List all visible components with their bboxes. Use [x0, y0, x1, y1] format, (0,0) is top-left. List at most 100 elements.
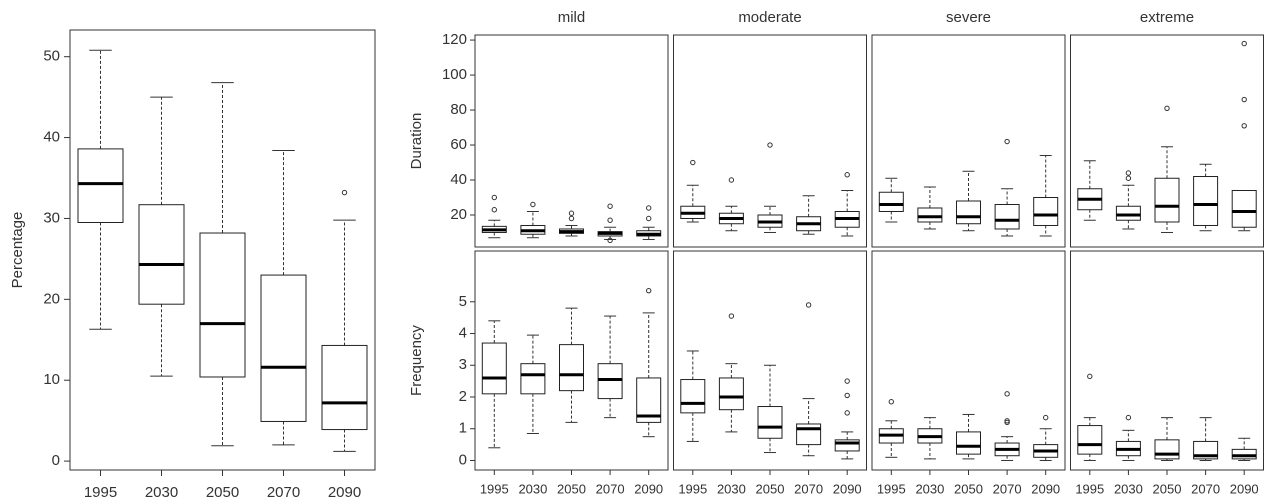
outlier: [844, 410, 850, 416]
box: [520, 363, 546, 395]
column-title: severe: [946, 9, 991, 26]
y-tick-label: 40: [450, 171, 467, 188]
outlier: [491, 194, 497, 201]
y-tick-label: 120: [442, 31, 467, 48]
x-tick-label: 2070: [794, 481, 823, 496]
outlier: [1004, 391, 1010, 397]
column-title: moderate: [738, 9, 801, 26]
outlier: [491, 207, 497, 213]
outlier: [568, 215, 575, 222]
box: [718, 377, 744, 411]
y-tick-label: 3: [459, 356, 467, 373]
outlier: [844, 378, 850, 384]
y-tick-label: 1: [459, 420, 467, 437]
box: [1193, 176, 1219, 226]
box: [1231, 190, 1257, 228]
x-tick-label: 1995: [1075, 481, 1104, 496]
outlier: [1241, 96, 1247, 103]
panel-frame: [673, 34, 867, 248]
outlier: [690, 159, 696, 166]
y-tick-label: 0: [52, 452, 60, 469]
box: [481, 342, 507, 395]
box: [559, 344, 584, 392]
y-tick-label: 5: [459, 293, 467, 310]
x-tick-label: 2030: [915, 481, 944, 496]
outlier: [888, 399, 894, 405]
y-tick-label: 60: [450, 136, 467, 153]
outlier: [844, 392, 850, 399]
outlier: [728, 177, 735, 183]
x-tick-label: 1995: [678, 481, 707, 496]
box: [1077, 425, 1103, 455]
x-tick-label: 2090: [328, 484, 361, 501]
x-tick-label: 2030: [717, 481, 746, 496]
box: [917, 207, 943, 223]
row-label: Duration: [408, 113, 425, 170]
column-title: extreme: [1140, 9, 1194, 26]
x-tick-label: 2070: [596, 481, 625, 496]
box: [878, 191, 904, 212]
box: [757, 406, 783, 439]
box: [994, 203, 1020, 230]
outlier: [1043, 414, 1049, 421]
outlier: [767, 142, 773, 148]
box: [597, 363, 623, 400]
outlier: [1004, 138, 1010, 145]
outlier: [646, 215, 652, 222]
box: [834, 439, 860, 452]
y-tick-label: 40: [43, 129, 60, 146]
outlier: [805, 302, 812, 308]
y-tick-label: 20: [450, 206, 467, 223]
x-tick-label: 2090: [1031, 481, 1060, 496]
y-tick-label: 100: [442, 66, 467, 83]
x-tick-label: 2090: [634, 481, 663, 496]
box: [321, 344, 368, 431]
box: [138, 204, 185, 305]
outlier: [568, 210, 575, 216]
outlier: [341, 189, 348, 196]
outlier: [844, 172, 850, 178]
outlier: [646, 205, 652, 211]
outlier: [607, 237, 613, 244]
box: [796, 423, 822, 446]
outlier: [607, 203, 613, 209]
column-title: mild: [558, 9, 586, 26]
outlier: [1125, 170, 1132, 176]
x-tick-label: 2050: [557, 481, 586, 496]
panel-frame: [1070, 34, 1264, 248]
box: [680, 379, 706, 414]
row-label: Frequency: [408, 325, 425, 396]
x-tick-label: 1995: [84, 484, 117, 501]
y-tick-label: 10: [43, 371, 60, 388]
y-tick-label: 2: [459, 388, 467, 405]
box: [77, 148, 124, 224]
box: [260, 274, 307, 422]
x-tick-label: 1995: [877, 481, 906, 496]
x-tick-label: 2050: [1153, 481, 1182, 496]
outlier: [728, 313, 735, 319]
outlier: [1004, 419, 1010, 426]
outlier: [1125, 175, 1132, 181]
panel-frame: [474, 34, 669, 248]
outlier: [530, 201, 536, 208]
outlier: [1241, 123, 1247, 129]
panel-frame: [871, 34, 1066, 248]
outlier: [1087, 373, 1093, 380]
outlier: [1125, 414, 1132, 421]
box: [956, 431, 981, 455]
outlier: [1004, 418, 1010, 424]
y-axis-label: Percentage: [9, 212, 26, 289]
box: [1154, 177, 1180, 223]
x-tick-label: 2090: [1230, 481, 1259, 496]
x-tick-label: 2030: [518, 481, 547, 496]
box: [1231, 448, 1257, 460]
outlier: [1241, 40, 1247, 47]
x-tick-label: 2050: [954, 481, 983, 496]
y-tick-label: 80: [450, 101, 467, 118]
x-tick-label: 2030: [145, 484, 178, 501]
box: [1115, 205, 1141, 221]
y-tick-label: 30: [43, 209, 60, 226]
box: [956, 200, 981, 225]
y-tick-label: 50: [43, 48, 60, 65]
